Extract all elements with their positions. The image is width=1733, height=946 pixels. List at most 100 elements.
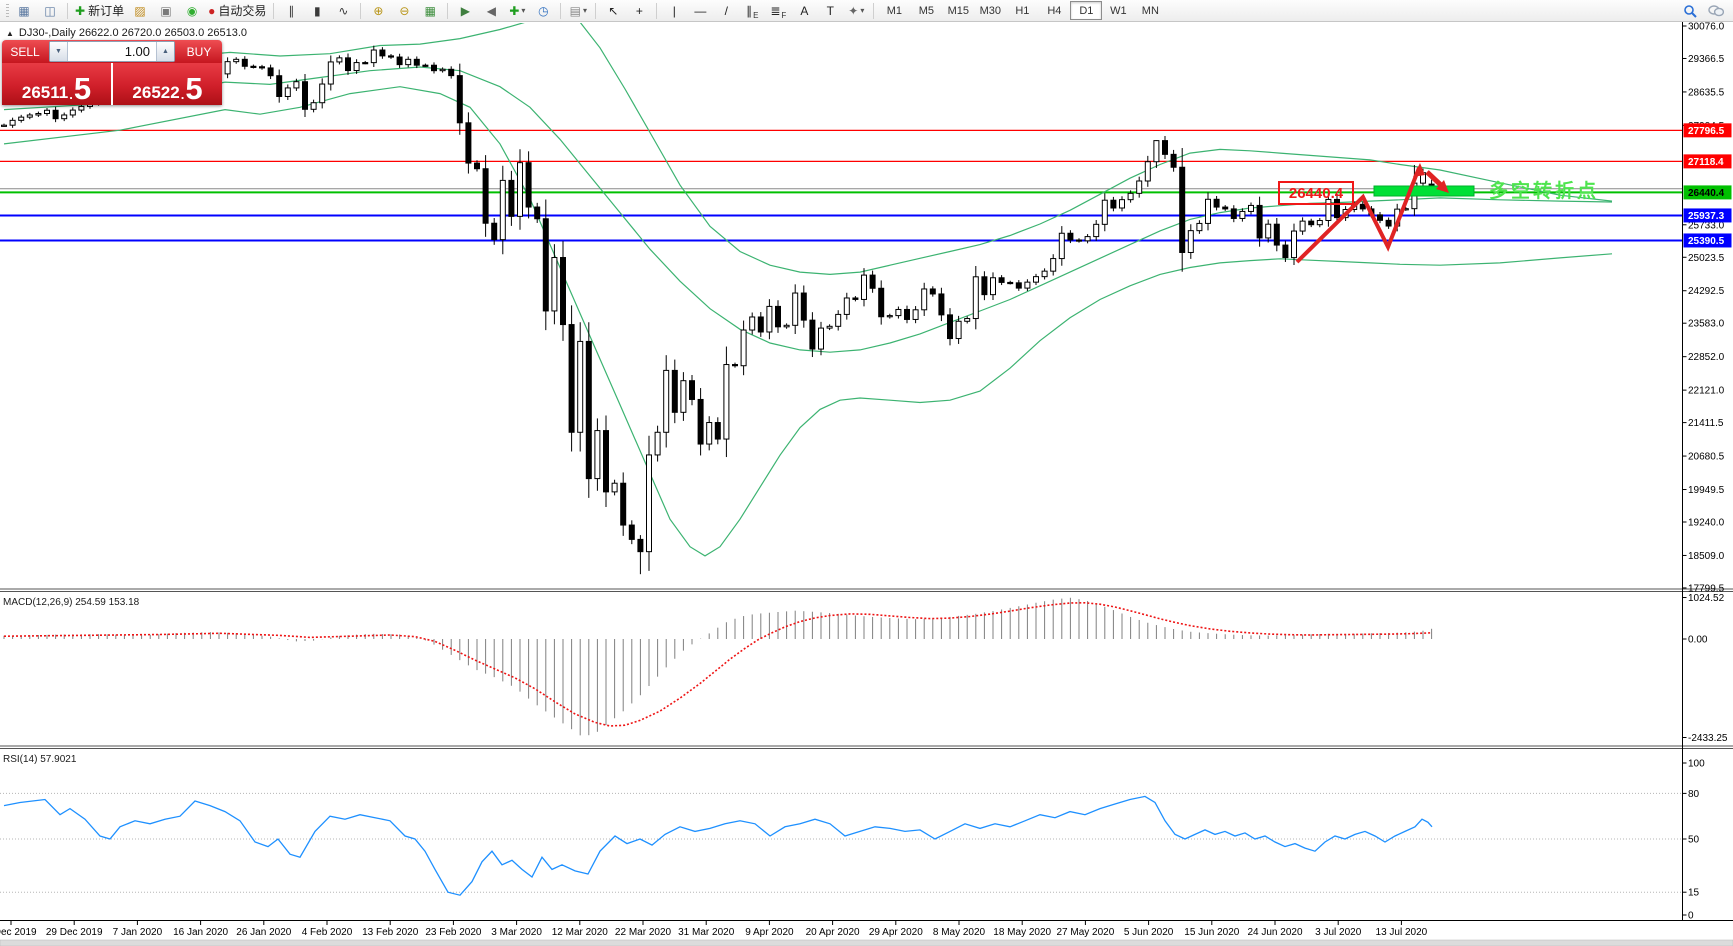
- search-icon[interactable]: [1677, 1, 1703, 21]
- sell-price-main: 26511: [21, 83, 69, 102]
- svg-text:25023.5: 25023.5: [1688, 253, 1725, 264]
- charts-grid-icon: ▦: [18, 3, 30, 18]
- svg-text:15: 15: [1688, 888, 1700, 899]
- volume-up-button[interactable]: ▲: [156, 42, 174, 61]
- toolbar-separator: [595, 2, 597, 19]
- equidistant-channel-icon: ∥: [746, 3, 753, 18]
- add-object-icon[interactable]: ✚ ▾: [504, 1, 530, 21]
- volume-value[interactable]: 1.00: [124, 44, 150, 59]
- turning-point-note[interactable]: 多空转折点: [1489, 181, 1600, 202]
- one-click-trade-panel: SELL ▼ 1.00 ▲ BUY 26511 . 5 26522 . 5: [2, 40, 222, 105]
- zoom-out-icon[interactable]: ⊖: [391, 1, 417, 21]
- signals-icon: ◉: [186, 3, 198, 18]
- button-label: 新订单: [88, 4, 125, 18]
- chat-icon[interactable]: [1703, 1, 1729, 21]
- timeframe-h4[interactable]: H4: [1047, 4, 1062, 17]
- dropdown-arrow-icon[interactable]: ▾: [860, 6, 865, 15]
- trendline-icon: /: [724, 3, 729, 18]
- bar-chart-icon[interactable]: ∥: [278, 1, 304, 21]
- text-label-icon: T: [826, 3, 835, 18]
- timeframe-m1[interactable]: M1: [886, 4, 902, 17]
- zoom-in-icon[interactable]: ⊕: [365, 1, 391, 21]
- svg-text:26 Jan 2020: 26 Jan 2020: [236, 927, 291, 938]
- timeframe-d1[interactable]: D1: [1070, 1, 1103, 20]
- sell-price[interactable]: 26511 . 5: [2, 63, 111, 105]
- period-clock-icon[interactable]: ◷: [530, 1, 556, 21]
- timeframe-m15[interactable]: M15: [947, 4, 970, 17]
- vertical-line-icon[interactable]: |: [661, 1, 687, 21]
- svg-text:21411.5: 21411.5: [1688, 418, 1724, 429]
- svg-text:16 Jan 2020: 16 Jan 2020: [173, 927, 228, 938]
- dropdown-arrow-icon[interactable]: ▾: [583, 6, 588, 15]
- cursor-icon[interactable]: ↖: [600, 1, 626, 21]
- autotrading-button[interactable]: ● 自动交易: [205, 1, 269, 21]
- icon-subscript: F: [781, 10, 787, 20]
- line-chart-icon[interactable]: ∿: [330, 1, 356, 21]
- horizontal-line-icon[interactable]: —: [687, 1, 713, 21]
- fibonacci-icon[interactable]: ≣ F: [765, 1, 791, 21]
- trendline-icon[interactable]: /: [713, 1, 739, 21]
- chart-shift-icon[interactable]: ◀: [478, 1, 504, 21]
- buy-price[interactable]: 26522 . 5: [113, 63, 222, 105]
- zoom-in-icon: ⊕: [373, 3, 384, 18]
- shapes-icon: ✦: [848, 3, 859, 18]
- crosshair-icon[interactable]: +: [626, 1, 652, 21]
- auto-scroll-icon[interactable]: ▶: [452, 1, 478, 21]
- terminal-icon[interactable]: ▣: [153, 1, 179, 21]
- svg-text:23583.0: 23583.0: [1688, 319, 1725, 330]
- chart-shift-icon: ◀: [486, 3, 496, 18]
- timeframe-mn[interactable]: MN: [1141, 4, 1159, 17]
- timeframe-m5[interactable]: M5: [918, 4, 934, 17]
- svg-text:9 Dec 2019: 9 Dec 2019: [0, 927, 37, 938]
- svg-text:25733.0: 25733.0: [1688, 220, 1725, 231]
- timeframe-w1[interactable]: W1: [1110, 4, 1127, 17]
- horizontal-line-icon: —: [694, 3, 707, 18]
- chart-preview-icon[interactable]: ◫: [37, 1, 63, 21]
- svg-text:18509.0: 18509.0: [1688, 551, 1725, 562]
- sell-price-frac: 5: [73, 70, 92, 105]
- svg-text:8 May 2020: 8 May 2020: [933, 927, 986, 938]
- svg-text:-2433.25: -2433.25: [1688, 733, 1728, 744]
- dropdown-arrow-icon[interactable]: ▾: [521, 6, 526, 15]
- svg-text:7 Jan 2020: 7 Jan 2020: [113, 927, 163, 938]
- sell-button[interactable]: SELL: [10, 44, 40, 59]
- shapes-icon[interactable]: ✦ ▾: [843, 1, 869, 21]
- svg-text:19240.0: 19240.0: [1688, 517, 1725, 528]
- candlestick-chart-icon[interactable]: ▮: [304, 1, 330, 21]
- volume-down-button[interactable]: ▼: [50, 42, 68, 61]
- chart-header: ▲ DJ30-,Daily 26622.0 26720.0 26503.0 26…: [6, 27, 247, 39]
- svg-text:19949.5: 19949.5: [1688, 485, 1725, 496]
- toolbar-separator: [67, 2, 68, 19]
- rsi-label: RSI(14) 57.9021: [3, 754, 77, 765]
- collapse-triangle-icon[interactable]: ▲: [6, 28, 14, 38]
- text-icon[interactable]: A: [791, 1, 817, 21]
- svg-text:13 Feb 2020: 13 Feb 2020: [362, 927, 419, 938]
- svg-text:50: 50: [1688, 835, 1700, 846]
- toolbar-drag-handle[interactable]: [6, 3, 9, 18]
- svg-text:80: 80: [1688, 789, 1700, 800]
- chart-style-bucket-icon[interactable]: ▨: [127, 1, 153, 21]
- timeframe-m30[interactable]: M30: [979, 4, 1002, 17]
- cursor-icon: ↖: [608, 3, 619, 18]
- tile-windows-icon: ▦: [424, 3, 437, 18]
- new-order-button[interactable]: ✚ 新订单: [72, 1, 127, 21]
- signals-icon[interactable]: ◉: [179, 1, 205, 21]
- svg-text:0.00: 0.00: [1688, 635, 1708, 646]
- price-annotation-box[interactable]: 26440.4: [1278, 181, 1354, 205]
- svg-text:24 Jun 2020: 24 Jun 2020: [1247, 927, 1302, 938]
- auto-scroll-icon: ▶: [460, 3, 470, 18]
- toolbar-separator: [560, 2, 562, 19]
- indicators-icon[interactable]: ▤ ▾: [565, 1, 591, 21]
- equidistant-channel-icon[interactable]: ∥ E: [739, 1, 765, 21]
- svg-text:26440.4: 26440.4: [1688, 188, 1725, 199]
- svg-text:31 Mar 2020: 31 Mar 2020: [678, 927, 735, 938]
- svg-text:4 Feb 2020: 4 Feb 2020: [302, 927, 353, 938]
- vertical-line-icon: |: [672, 3, 676, 18]
- charts-grid-icon[interactable]: ▦: [11, 1, 37, 21]
- tile-windows-icon[interactable]: ▦: [417, 1, 443, 21]
- buy-button[interactable]: BUY: [186, 44, 212, 59]
- text-label-icon[interactable]: T: [817, 1, 843, 21]
- timeframe-h1[interactable]: H1: [1015, 4, 1030, 17]
